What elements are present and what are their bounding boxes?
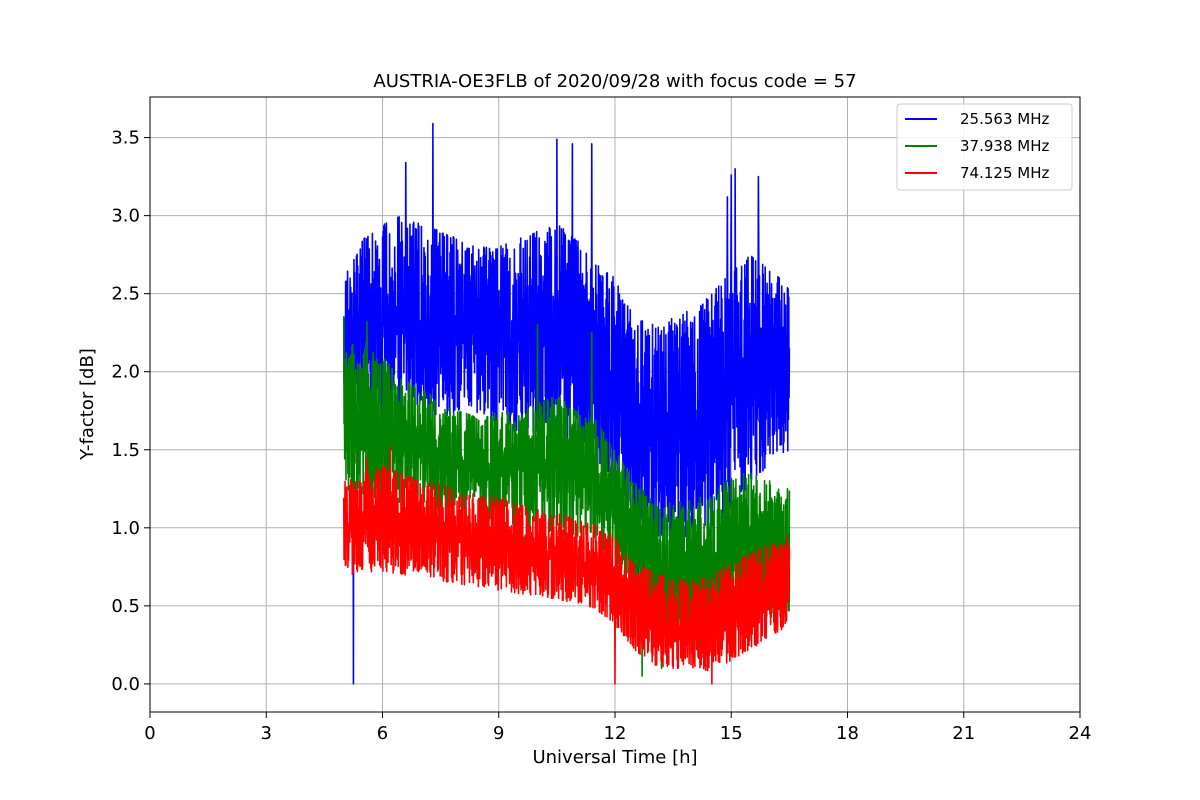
- series-line-2: [342, 317, 791, 677]
- x-tick-label: 21: [952, 723, 975, 744]
- y-tick-label: 0.5: [111, 596, 140, 617]
- x-tick-label: 9: [493, 723, 504, 744]
- series-layer: [342, 122, 791, 685]
- x-tick-label: 15: [720, 723, 743, 744]
- y-tick-label: 1.5: [111, 440, 140, 461]
- x-tick-label: 18: [836, 723, 859, 744]
- x-tick-label: 0: [144, 723, 155, 744]
- y-tick-label: 3.5: [111, 128, 140, 149]
- x-tick-label: 24: [1069, 723, 1092, 744]
- y-tick-label: 2.5: [111, 284, 140, 305]
- x-axis-label: Universal Time [h]: [532, 747, 697, 768]
- legend-entry-3: 74.125 MHz: [960, 164, 1049, 182]
- y-tick-label: 2.0: [111, 362, 140, 383]
- x-tick-label: 12: [604, 723, 627, 744]
- y-tick-label: 0.0: [111, 674, 140, 695]
- legend-entry-1: 25.563 MHz: [960, 110, 1049, 128]
- series-line-3: [342, 445, 791, 685]
- series-line-1: [342, 122, 791, 685]
- chart-title: AUSTRIA-OE3FLB of 2020/09/28 with focus …: [373, 71, 856, 92]
- y-axis-label: Y-factor [dB]: [77, 348, 98, 461]
- x-tick-label: 3: [261, 723, 272, 744]
- legend: 25.563 MHz 37.938 MHz 74.125 MHz: [896, 103, 1073, 191]
- x-tick-label: 6: [377, 723, 388, 744]
- y-tick-label: 1.0: [111, 518, 140, 539]
- tick-layer: 0 3 6 9 12 15 18 21 24 0.0 0.5 1.0 1.5 2.0 2.5 3.0 3.5: [111, 128, 1091, 744]
- y-tick-label: 3.0: [111, 206, 140, 227]
- legend-box: [896, 103, 1073, 191]
- legend-entry-2: 37.938 MHz: [960, 137, 1049, 155]
